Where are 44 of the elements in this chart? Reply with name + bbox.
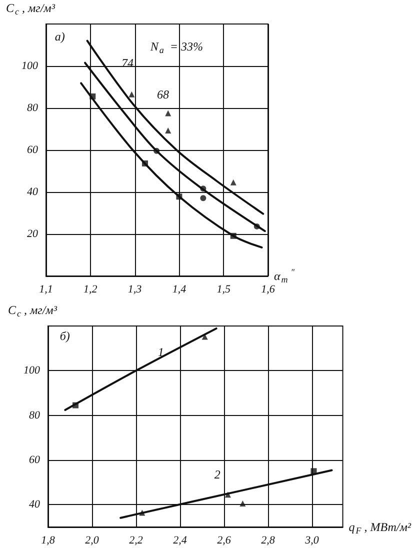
y-tick-label: 100 [24, 364, 40, 377]
y-tick-label: 60 [29, 454, 40, 466]
y-tick-label: 40 [27, 186, 38, 198]
point [310, 468, 317, 474]
point [224, 492, 231, 498]
point [254, 223, 260, 230]
x-tick-label: 1,3 [128, 284, 142, 296]
point [90, 93, 96, 100]
x-tick-label: 1,4 [172, 284, 187, 296]
point [165, 127, 172, 134]
annotation: б) [60, 329, 70, 344]
point [200, 186, 206, 192]
x-tick-label: 1,1 [39, 284, 53, 296]
x-tick-label: 1,6 [261, 284, 276, 296]
y-tick-label: 80 [27, 102, 38, 114]
y-tick-label: 80 [29, 409, 40, 422]
x-tick-label: 1,8 [41, 534, 56, 546]
annotation: а) [54, 30, 65, 44]
point [139, 510, 146, 516]
point [240, 500, 246, 507]
point [72, 402, 78, 408]
x-tick-label: 2,8 [261, 534, 276, 546]
point [165, 110, 172, 116]
annotation: 1 [158, 345, 164, 360]
point [128, 91, 135, 98]
x-tick-label: 2,6 [217, 534, 232, 546]
point [200, 195, 206, 202]
x-tick-label: 1,5 [216, 284, 231, 296]
y-tick-label: 20 [27, 228, 38, 240]
x-tick-label: 2,0 [85, 534, 100, 546]
x-tick-label: 1,2 [84, 284, 98, 296]
x-tick-label: 2,2 [129, 534, 144, 546]
x-tick-label: 3,0 [304, 534, 320, 546]
annotation: 68 [157, 88, 169, 102]
x-tick-label: 2,4 [173, 534, 188, 546]
y-tick-label: 40 [29, 498, 40, 511]
y-tick-label: 60 [27, 144, 38, 156]
point [142, 160, 148, 166]
point [154, 148, 160, 154]
y-tick-label: 100 [22, 60, 38, 72]
point [176, 194, 182, 200]
point [230, 232, 236, 239]
annotation: 2 [214, 468, 220, 482]
point [230, 179, 236, 186]
